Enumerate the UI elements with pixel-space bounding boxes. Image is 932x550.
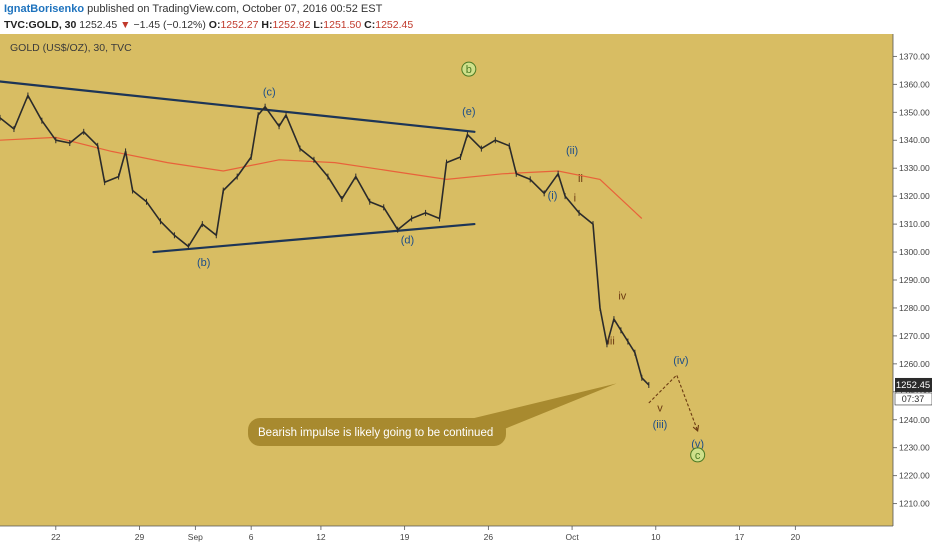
close-value: 1252.45 [375, 19, 414, 31]
projection-arrowhead [692, 424, 700, 433]
last-price-tag-text: 1252.45 [896, 380, 930, 391]
wave-label: ii [578, 173, 583, 185]
time-tick-label: 20 [791, 532, 801, 542]
price-axis[interactable]: 1210.001220.001230.001240.001250.001260.… [892, 34, 932, 550]
price-axis-bg [893, 34, 932, 550]
author-link[interactable]: IgnatBorisenko [4, 3, 85, 15]
last-price-tag: 1252.45 07:37 [894, 377, 932, 406]
wave-label: (iv) [673, 355, 688, 367]
time-tick-label: Sep [188, 532, 203, 542]
trendline-layer[interactable] [0, 80, 476, 254]
plot-area[interactable] [0, 34, 893, 526]
price-layer [0, 92, 650, 388]
time-axis[interactable]: 22 29 Sep 6 12 19 26 Oct 10 17 20 [0, 525, 932, 550]
price-tick-label: 1270.00 [899, 331, 930, 341]
price-tick-label: 1260.00 [899, 359, 930, 369]
lower-trendline[interactable] [152, 222, 476, 254]
wave-label-circle [461, 61, 477, 77]
time-tick-label: 17 [735, 532, 745, 542]
wave-label: (b) [197, 257, 210, 269]
time-tick-label: 10 [651, 532, 661, 542]
price-tick-label: 1320.00 [899, 191, 930, 201]
publish-header: IgnatBorisenko published on TradingView.… [0, 0, 932, 34]
wave-label-circle [690, 447, 706, 463]
open-label: O: [208, 19, 221, 31]
wave-label: (i) [548, 190, 558, 202]
price-tick-label: 1370.00 [899, 51, 930, 61]
time-tick-label: 26 [484, 532, 494, 542]
price-tick-label: 1290.00 [899, 275, 930, 285]
price-tick-label: 1230.00 [899, 443, 930, 453]
wave-labels-layer: (c) (b) (d) (e) b (i) (ii) iii iv iii (iv) v (iii) (v… [197, 61, 706, 463]
price-tick-label: 1240.00 [899, 415, 930, 425]
price-tick-label: 1210.00 [899, 499, 930, 509]
wave-label: (e) [462, 106, 475, 118]
price-tick-label: 1280.00 [899, 303, 930, 313]
wave-label: iii [607, 335, 614, 347]
symbol-label: TVC:GOLD, 30 [4, 19, 77, 31]
wave-label: (c) [263, 87, 276, 99]
price-tick-label: 1330.00 [899, 163, 930, 173]
wave-label: b [466, 64, 472, 76]
high-label: H: [261, 19, 273, 31]
wave-label: v [657, 402, 663, 414]
wave-label: c [695, 450, 701, 462]
high-value: 1252.92 [272, 19, 311, 31]
time-tick-label: 6 [249, 532, 254, 542]
low-value: 1251.50 [323, 19, 362, 31]
price-tick-label: 1220.00 [899, 471, 930, 481]
wave-label: (v) [691, 439, 704, 451]
open-value: 1252.27 [220, 19, 259, 31]
countdown-tag-box [894, 392, 932, 406]
time-axis-bg [0, 526, 932, 550]
price-tick-label: 1360.00 [899, 79, 930, 89]
time-tick-label: 22 [51, 532, 61, 542]
wave-label: i [574, 193, 576, 205]
wave-label: iv [618, 291, 626, 303]
projection-layer [648, 374, 700, 433]
wave-label: (ii) [566, 145, 578, 157]
annotation-callout[interactable]: Bearish impulse is likely going to be co… [248, 383, 617, 446]
chart-title: GOLD (US$/OZ), 30, TVC [10, 42, 132, 54]
price-tick-label: 1350.00 [899, 107, 930, 117]
change-text: −1.45 (−0.12%) [133, 19, 206, 31]
time-tick-label: 19 [400, 532, 410, 542]
countdown-tag-text: 07:37 [902, 394, 925, 404]
wave-label: (d) [401, 235, 414, 247]
publish-line: IgnatBorisenko published on TradingView.… [4, 3, 382, 15]
callout-pointer [466, 383, 617, 434]
published-text: published on TradingView.com, October 07… [87, 3, 383, 15]
callout-text: Bearish impulse is likely going to be co… [258, 427, 493, 439]
down-arrow-icon: ▼ [120, 19, 131, 31]
ohlc-line: TVC:GOLD, 30 1252.45 ▼ −1.45 (−0.12%) O:… [4, 19, 413, 31]
time-tick-label: 29 [135, 532, 145, 542]
price-tick-label: 1310.00 [899, 219, 930, 229]
price-tick-label: 1340.00 [899, 135, 930, 145]
wave-label: (iii) [653, 419, 668, 431]
low-label: L: [313, 19, 324, 31]
time-tick-label: 12 [316, 532, 326, 542]
price-tick-label: 1300.00 [899, 247, 930, 257]
close-label: C: [364, 19, 376, 31]
upper-trendline[interactable] [0, 80, 476, 133]
last-price-tag-box [895, 377, 932, 392]
price-chart[interactable]: 1210.001220.001230.001240.001250.001260.… [0, 34, 932, 550]
time-tick-label: Oct [565, 532, 579, 542]
callout-box[interactable] [248, 418, 506, 446]
last-price-text: 1252.45 [79, 19, 118, 31]
